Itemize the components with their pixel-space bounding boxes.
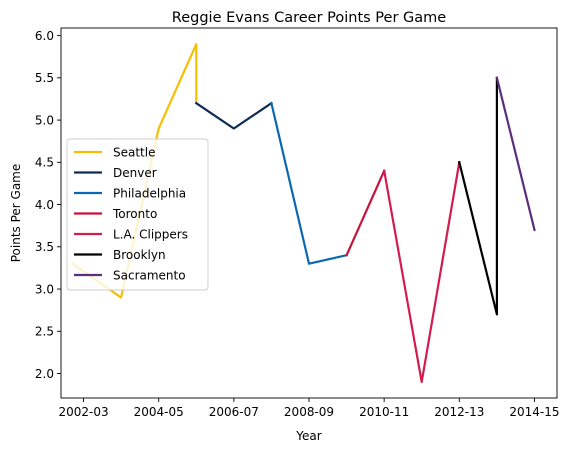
x-tick-label: 2004-05: [134, 405, 184, 419]
series-line-1: [194, 101, 273, 130]
legend-label: Denver: [113, 166, 157, 180]
chart-title: Reggie Evans Career Points Per Game: [172, 10, 446, 26]
series-line-4: [382, 161, 461, 383]
y-tick-label: 4.5: [35, 156, 54, 170]
y-tick-label: 3.5: [35, 240, 54, 254]
y-tick-label: 3.0: [35, 282, 54, 296]
y-tick-label: 2.0: [35, 367, 54, 381]
x-tick-label: 2002-03: [58, 405, 108, 419]
x-axis-label: Year: [295, 429, 321, 443]
legend-label: Philadelphia: [113, 186, 186, 200]
y-tick-label: 5.0: [35, 113, 54, 127]
x-tick-label: 2008-09: [284, 405, 334, 419]
y-tick-label: 5.5: [35, 71, 54, 85]
legend: Seattle Denver Philadelphia Toronto L.A. Cli…: [66, 138, 209, 291]
series-line-3: [345, 169, 386, 257]
x-tick-label: 2014-15: [509, 405, 559, 419]
legend-label: Sacramento: [113, 268, 186, 282]
x-tick-label: 2006-07: [209, 405, 259, 419]
series-line-2: [270, 101, 348, 265]
y-tick-label: 2.5: [35, 325, 54, 339]
legend-label: Seattle: [113, 145, 155, 159]
series-line-5: [457, 76, 498, 316]
y-axis-label: Points Per Game: [9, 164, 23, 263]
legend-label: Brooklyn: [113, 248, 166, 262]
legend-box: [66, 138, 209, 291]
x-tick-label: 2012-13: [434, 405, 484, 419]
legend-label: L.A. Clippers: [113, 227, 188, 241]
y-tick-label: 4.0: [35, 198, 54, 212]
legend-label: Toronto: [112, 207, 157, 221]
x-tick-label: 2010-11: [359, 405, 409, 419]
series-line-6: [495, 76, 536, 232]
y-tick-label: 6.0: [35, 29, 54, 43]
